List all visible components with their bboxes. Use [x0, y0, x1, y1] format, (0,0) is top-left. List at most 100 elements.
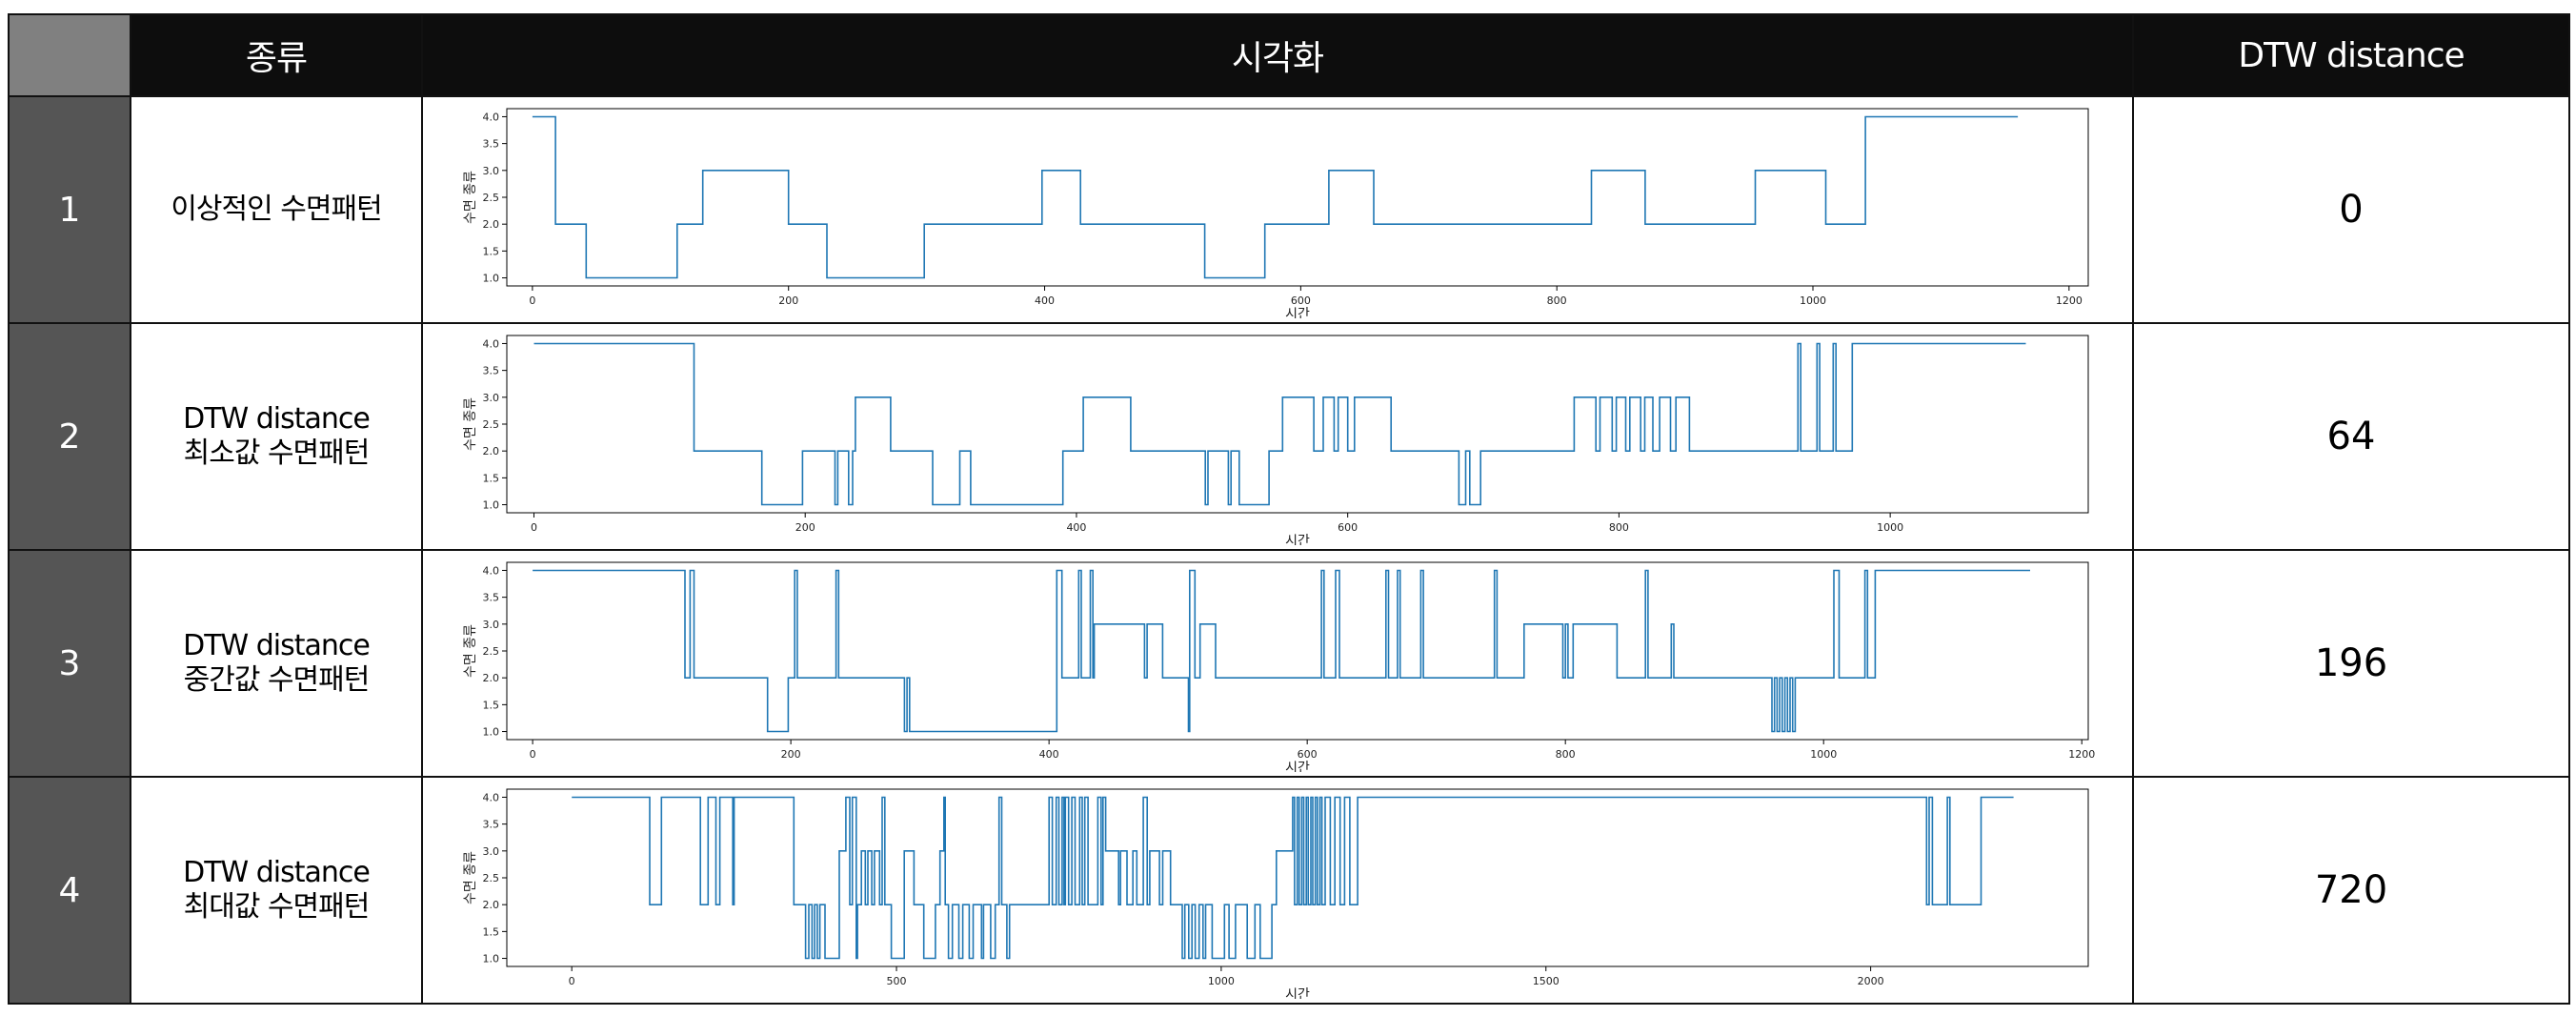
- sleep-pattern-chart: 1.0 1.5 2.0 2.5 3.0 3.5 4.0 0 200 400 600 800 1000 12…: [421, 549, 2134, 778]
- row-index: 2: [8, 322, 131, 551]
- x-tick-label: 200: [778, 295, 798, 307]
- y-tick-label: 2.0: [483, 445, 500, 457]
- dtw-distance-value: 0: [2132, 95, 2570, 324]
- y-axis-label: 수면 종류: [463, 171, 478, 224]
- pattern-kind: DTW distance 최대값 수면패턴: [130, 776, 423, 1005]
- series-line: [533, 342, 2026, 506]
- x-tick-label: 1500: [1533, 975, 1560, 987]
- y-tick-label: 3.0: [483, 392, 500, 404]
- x-tick-label: 200: [781, 748, 801, 761]
- chart-svg: 1.0 1.5 2.0 2.5 3.0 3.5 4.0 0 200 400 600 800 1000 12…: [463, 108, 2089, 318]
- series-line: [572, 796, 2014, 960]
- x-tick-label: 200: [795, 521, 815, 534]
- pattern-kind-line: DTW distance: [183, 856, 371, 889]
- pattern-kind-line: 중간값 수면패턴: [183, 663, 371, 697]
- x-tick-label: 800: [1547, 295, 1567, 307]
- header-row: 종류 시각화 DTW distance: [8, 13, 2570, 97]
- dtw-distance-value: 64: [2132, 322, 2570, 551]
- y-tick-label: 3.5: [483, 138, 500, 151]
- y-tick-label: 4.0: [483, 111, 500, 123]
- x-tick-label: 400: [1035, 295, 1055, 307]
- x-tick-label: 500: [887, 975, 907, 987]
- pattern-kind: DTW distance 중간값 수면패턴: [130, 549, 423, 778]
- table-row: 2 DTW distance 최소값 수면패턴 1.0 1.5 2.0 2.5 3.0 3.…: [8, 322, 2570, 551]
- y-tick-label: 2.5: [483, 645, 500, 658]
- dtw-distance-value: 720: [2132, 776, 2570, 1005]
- header-kind: 종류: [130, 13, 423, 97]
- table-row: 4 DTW distance 최대값 수면패턴 1.0 1.5 2.0 2.5 3.0 3.…: [8, 776, 2570, 1005]
- comparison-table: 종류 시각화 DTW distance 1 이상적인 수면패턴 1.0 1.5 2.…: [8, 13, 2570, 1005]
- x-axis-label: 시간: [1285, 761, 1310, 772]
- series-line: [533, 569, 2030, 733]
- y-axis-label: 수면 종류: [463, 624, 478, 678]
- y-tick-label: 3.0: [483, 165, 500, 177]
- pattern-kind-line: 최대값 수면패턴: [183, 890, 371, 924]
- x-tick-label: 400: [1039, 748, 1059, 761]
- row-index: 3: [8, 549, 131, 778]
- pattern-kind-line: DTW distance: [183, 629, 371, 662]
- y-tick-label: 3.0: [483, 845, 500, 858]
- y-tick-label: 1.5: [483, 699, 500, 711]
- y-tick-label: 2.5: [483, 418, 500, 431]
- y-tick-label: 2.0: [483, 899, 500, 911]
- pattern-kind-line: 최소값 수면패턴: [183, 437, 371, 470]
- x-tick-label: 400: [1066, 521, 1086, 534]
- x-tick-label: 2000: [1858, 975, 1884, 987]
- y-tick-label: 1.0: [483, 499, 500, 512]
- x-axis-label: 시간: [1285, 987, 1310, 999]
- y-tick-label: 3.5: [483, 592, 500, 604]
- pattern-kind: 이상적인 수면패턴: [130, 95, 423, 324]
- table-row: 1 이상적인 수면패턴 1.0 1.5 2.0 2.5 3.0 3.5 4.0 0 200 400…: [8, 95, 2570, 324]
- y-tick-label: 3.0: [483, 619, 500, 631]
- header-visualization: 시각화: [421, 13, 2134, 97]
- x-tick-label: 1000: [1208, 975, 1235, 987]
- x-tick-label: 0: [531, 521, 537, 534]
- row-index: 4: [8, 776, 131, 1005]
- y-tick-label: 4.0: [483, 564, 500, 577]
- pattern-kind-line: 이상적인 수면패턴: [171, 193, 382, 226]
- y-tick-label: 2.0: [483, 672, 500, 684]
- plot-frame: [506, 335, 2089, 514]
- sleep-pattern-chart: 1.0 1.5 2.0 2.5 3.0 3.5 4.0 0 500 1000 1500 2000 시간 수…: [421, 776, 2134, 1005]
- corner-cell: [8, 13, 131, 97]
- x-tick-label: 600: [1291, 295, 1311, 307]
- plot-frame: [506, 561, 2089, 741]
- x-tick-label: 1000: [1800, 295, 1826, 307]
- x-tick-label: 600: [1298, 748, 1318, 761]
- y-tick-label: 4.0: [483, 791, 500, 803]
- y-tick-label: 2.5: [483, 872, 500, 884]
- y-tick-label: 4.0: [483, 337, 500, 350]
- x-tick-label: 800: [1556, 748, 1576, 761]
- table-row: 3 DTW distance 중간값 수면패턴 1.0 1.5 2.0 2.5 3.0 3.…: [8, 549, 2570, 778]
- dtw-distance-value: 196: [2132, 549, 2570, 778]
- x-tick-label: 1000: [1877, 521, 1903, 534]
- x-axis-label: 시간: [1285, 534, 1310, 545]
- chart-svg: 1.0 1.5 2.0 2.5 3.0 3.5 4.0 0 200 400 600 800 1000 시간…: [463, 335, 2089, 545]
- x-tick-label: 1200: [2068, 748, 2095, 761]
- x-tick-label: 0: [569, 975, 575, 987]
- y-tick-label: 1.0: [483, 953, 500, 965]
- x-tick-label: 800: [1609, 521, 1629, 534]
- y-tick-label: 2.0: [483, 218, 500, 231]
- y-axis-label: 수면 종류: [463, 397, 478, 451]
- x-axis-label: 시간: [1285, 307, 1310, 318]
- chart-svg: 1.0 1.5 2.0 2.5 3.0 3.5 4.0 0 500 1000 1500 2000 시간 수…: [463, 788, 2089, 999]
- x-tick-label: 1000: [1810, 748, 1837, 761]
- y-tick-label: 1.5: [483, 245, 500, 257]
- y-tick-label: 3.5: [483, 819, 500, 831]
- sleep-pattern-chart: 1.0 1.5 2.0 2.5 3.0 3.5 4.0 0 200 400 600 800 1000 12…: [421, 95, 2134, 324]
- series-line: [532, 115, 2019, 279]
- x-tick-label: 0: [530, 748, 536, 761]
- y-axis-label: 수면 종류: [463, 851, 478, 904]
- x-tick-label: 600: [1338, 521, 1358, 534]
- pattern-kind-line: DTW distance: [183, 402, 371, 436]
- y-tick-label: 1.5: [483, 472, 500, 484]
- chart-svg: 1.0 1.5 2.0 2.5 3.0 3.5 4.0 0 200 400 600 800 1000 12…: [463, 561, 2095, 772]
- header-dtw-distance: DTW distance: [2132, 13, 2570, 97]
- row-index: 1: [8, 95, 131, 324]
- y-tick-label: 1.5: [483, 925, 500, 938]
- y-tick-label: 2.5: [483, 192, 500, 204]
- sleep-pattern-chart: 1.0 1.5 2.0 2.5 3.0 3.5 4.0 0 200 400 600 800 1000 시간…: [421, 322, 2134, 551]
- x-tick-label: 1200: [2056, 295, 2083, 307]
- x-tick-label: 0: [529, 295, 535, 307]
